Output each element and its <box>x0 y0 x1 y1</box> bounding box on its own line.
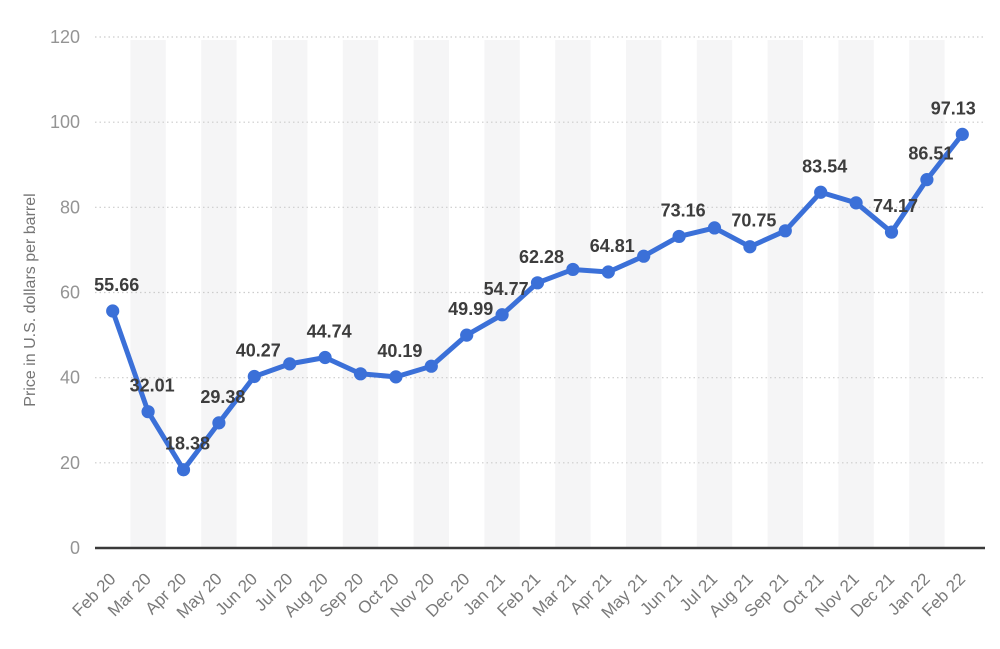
y-tick-label: 80 <box>60 197 80 217</box>
data-point-label: 73.16 <box>661 200 706 220</box>
plot-band <box>626 40 662 548</box>
data-point-label: 97.13 <box>931 98 976 118</box>
data-point[interactable] <box>141 405 155 419</box>
data-point-label: 32.01 <box>130 376 175 396</box>
data-point[interactable] <box>672 229 686 244</box>
plot-band <box>555 40 591 548</box>
data-point[interactable] <box>530 276 545 290</box>
data-point[interactable] <box>424 359 438 373</box>
data-point[interactable] <box>743 240 757 254</box>
data-point-label: 62.28 <box>519 247 564 267</box>
data-point[interactable] <box>283 357 297 371</box>
y-tick-label: 20 <box>60 453 80 473</box>
data-point-label: 18.38 <box>165 434 210 454</box>
plot-band <box>272 40 308 548</box>
data-point[interactable] <box>849 196 863 210</box>
y-tick-label: 120 <box>50 27 80 47</box>
data-point-label: 54.77 <box>484 279 529 299</box>
data-point[interactable] <box>955 127 969 141</box>
data-point-label: 29.38 <box>200 387 245 407</box>
data-point-label: 55.66 <box>94 275 139 295</box>
data-point[interactable] <box>495 308 509 322</box>
data-point[interactable] <box>318 350 332 365</box>
data-point-label: 74.17 <box>873 196 918 216</box>
data-point-label: 44.74 <box>307 321 352 341</box>
data-point[interactable] <box>106 304 120 318</box>
y-tick-label: 40 <box>60 368 80 388</box>
y-tick-label: 60 <box>60 283 80 303</box>
data-point-label: 70.75 <box>731 211 776 231</box>
plot-band <box>342 40 379 548</box>
data-point[interactable] <box>460 328 474 342</box>
data-point[interactable] <box>884 225 899 239</box>
data-point[interactable] <box>353 367 368 381</box>
data-point-label: 86.51 <box>908 144 953 164</box>
data-point[interactable] <box>814 185 828 199</box>
data-point[interactable] <box>601 265 615 279</box>
data-point[interactable] <box>212 416 226 430</box>
plot-band <box>838 40 874 548</box>
data-point[interactable] <box>707 221 722 235</box>
data-point[interactable] <box>176 463 191 477</box>
plot-band <box>201 40 237 548</box>
plot-band <box>696 40 733 548</box>
data-point-label: 40.19 <box>377 341 422 361</box>
data-point-label: 64.81 <box>590 236 635 256</box>
data-point[interactable] <box>637 249 651 263</box>
y-tick-label: 100 <box>50 112 80 132</box>
data-point[interactable] <box>566 262 580 277</box>
data-point[interactable] <box>920 173 934 187</box>
data-point-label: 49.99 <box>448 299 493 319</box>
y-axis-title: Price in U.S. dollars per barrel <box>22 193 39 407</box>
plot-band <box>413 40 449 548</box>
data-point[interactable] <box>247 369 261 384</box>
y-tick-label: 0 <box>70 538 80 558</box>
data-point[interactable] <box>778 224 792 238</box>
price-line <box>110 131 965 473</box>
data-point-label: 83.54 <box>802 156 847 176</box>
plot-band <box>767 40 803 548</box>
data-point-label: 40.27 <box>236 341 281 361</box>
data-point[interactable] <box>389 370 403 384</box>
